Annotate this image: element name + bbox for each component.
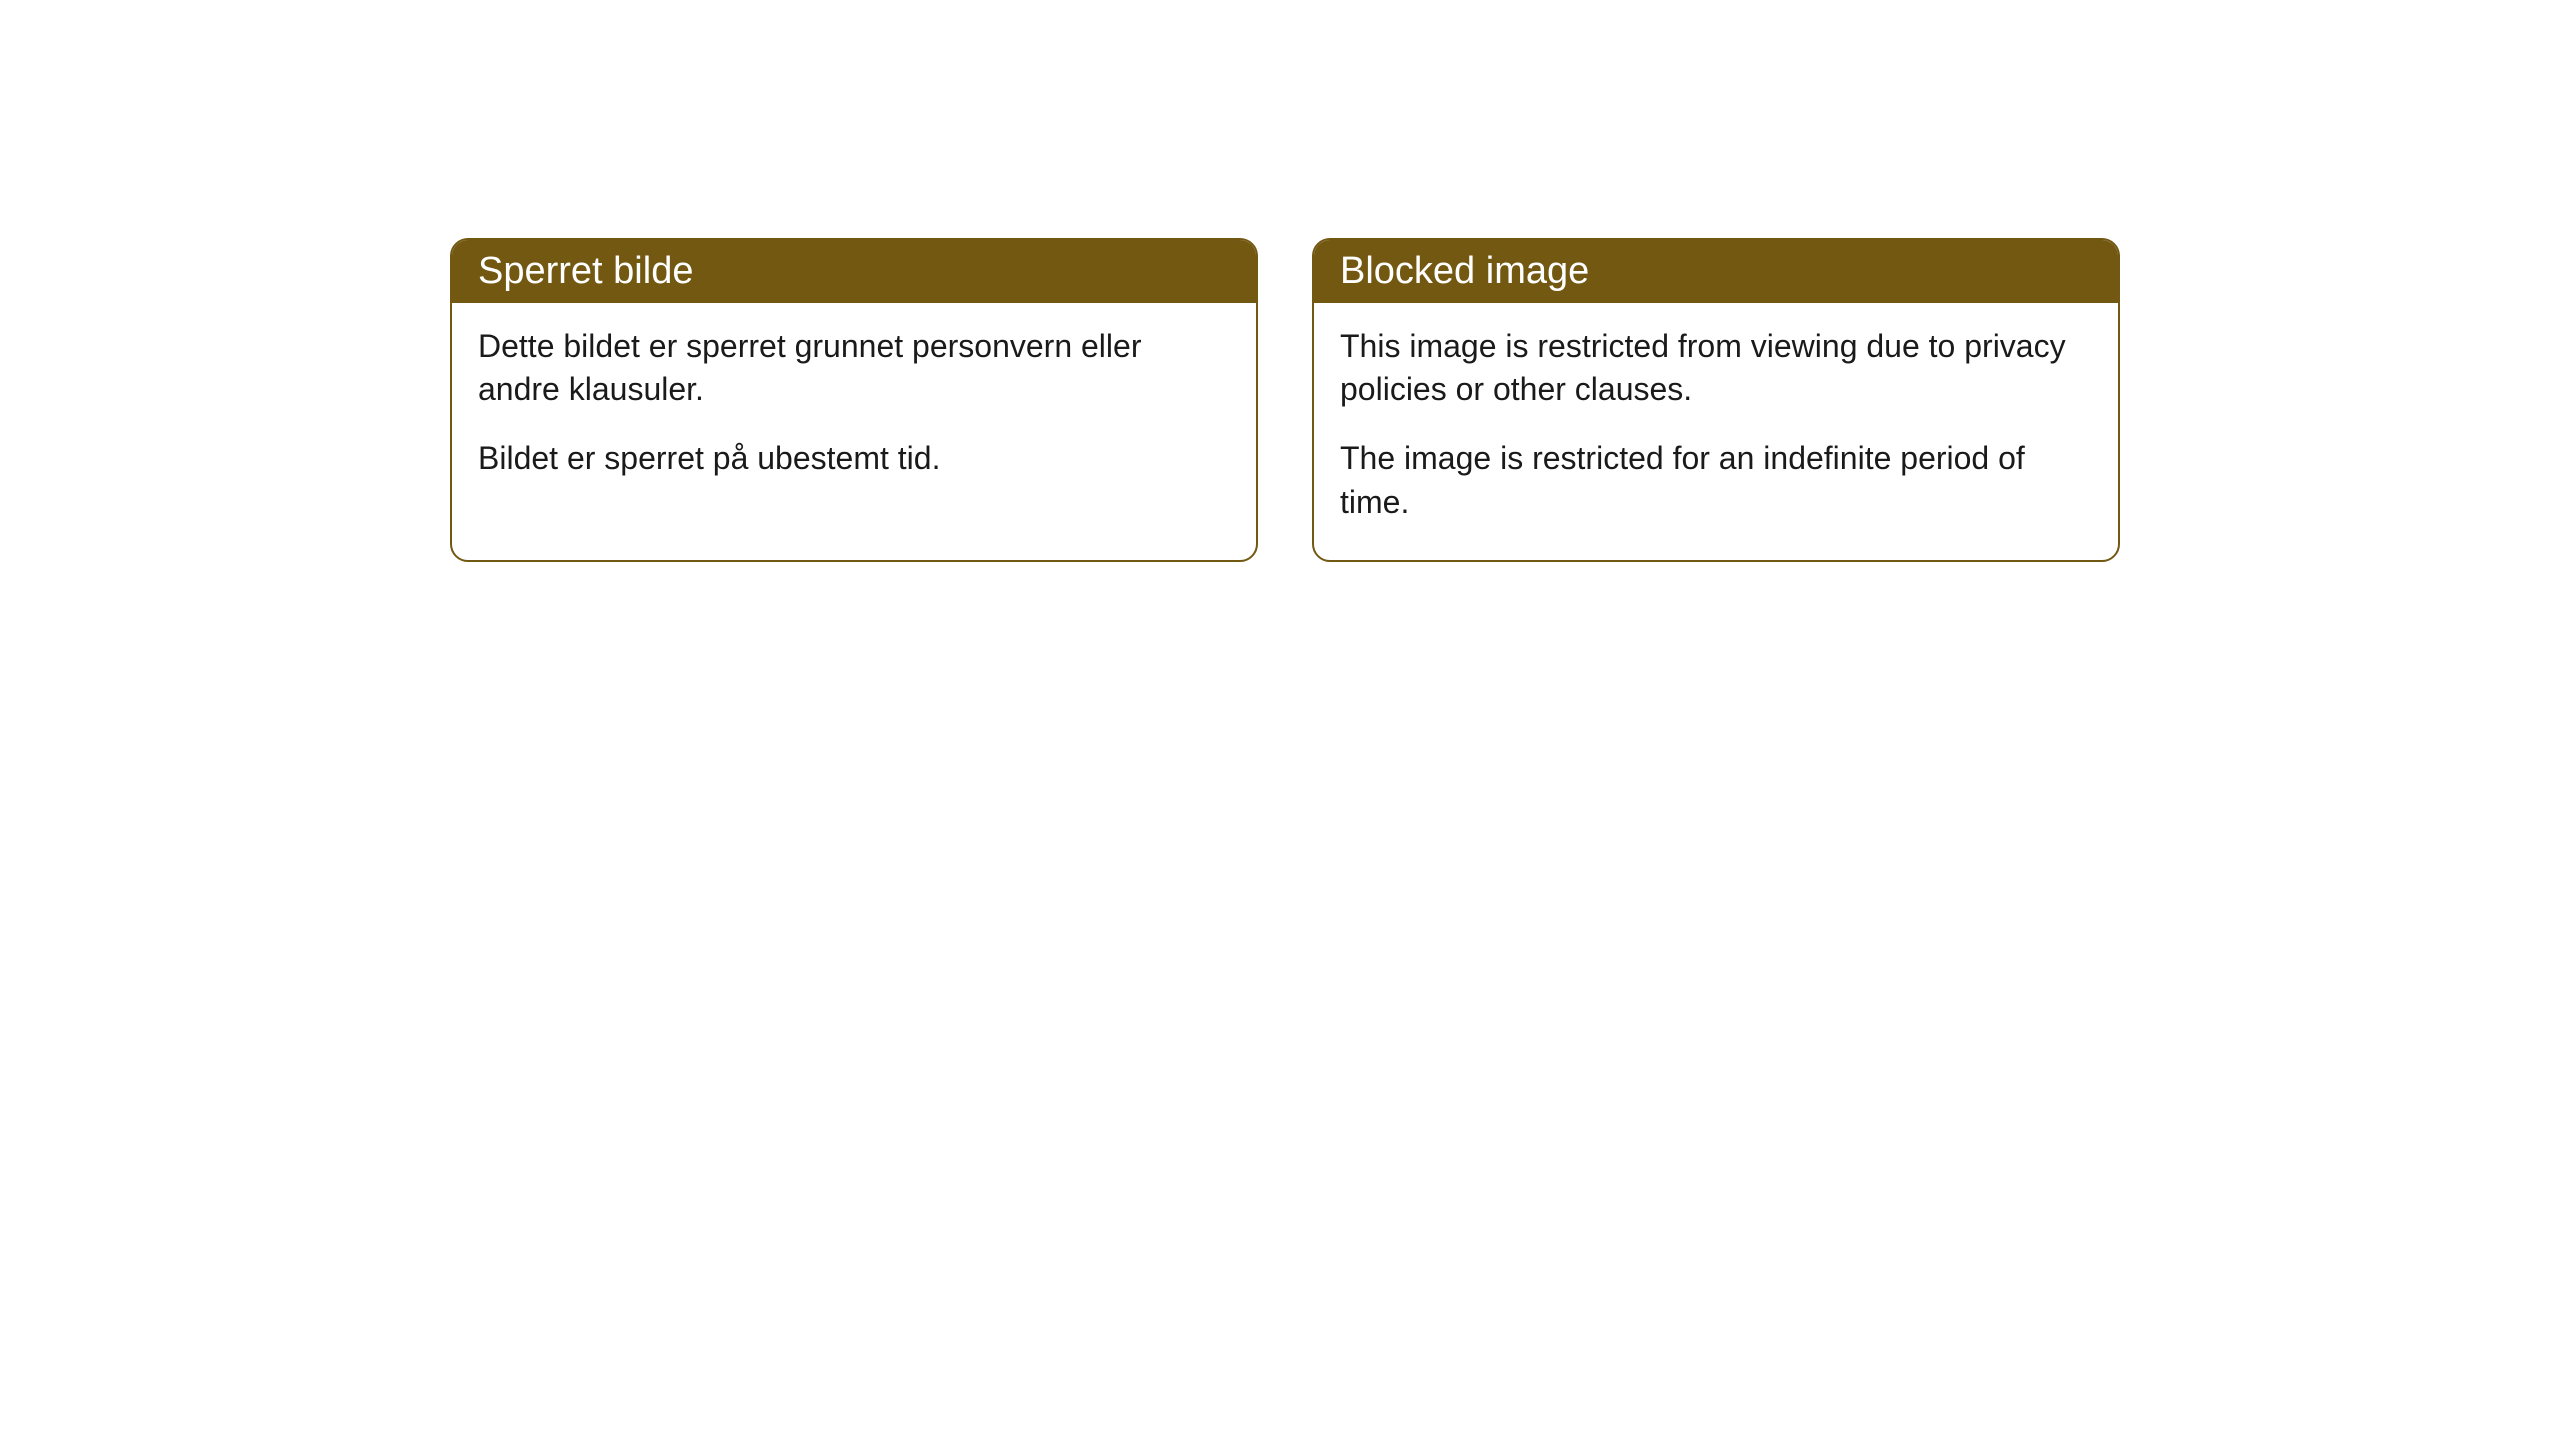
card-paragraph: Bildet er sperret på ubestemt tid.: [478, 437, 1230, 480]
card-title: Blocked image: [1314, 240, 2118, 303]
card-paragraph: Dette bildet er sperret grunnet personve…: [478, 325, 1230, 411]
card-paragraph: This image is restricted from viewing du…: [1340, 325, 2092, 411]
card-title: Sperret bilde: [452, 240, 1256, 303]
card-body: This image is restricted from viewing du…: [1314, 303, 2118, 560]
notice-container: Sperret bilde Dette bildet er sperret gr…: [450, 238, 2120, 562]
notice-card-english: Blocked image This image is restricted f…: [1312, 238, 2120, 562]
notice-card-norwegian: Sperret bilde Dette bildet er sperret gr…: [450, 238, 1258, 562]
card-paragraph: The image is restricted for an indefinit…: [1340, 437, 2092, 523]
card-body: Dette bildet er sperret grunnet personve…: [452, 303, 1256, 517]
